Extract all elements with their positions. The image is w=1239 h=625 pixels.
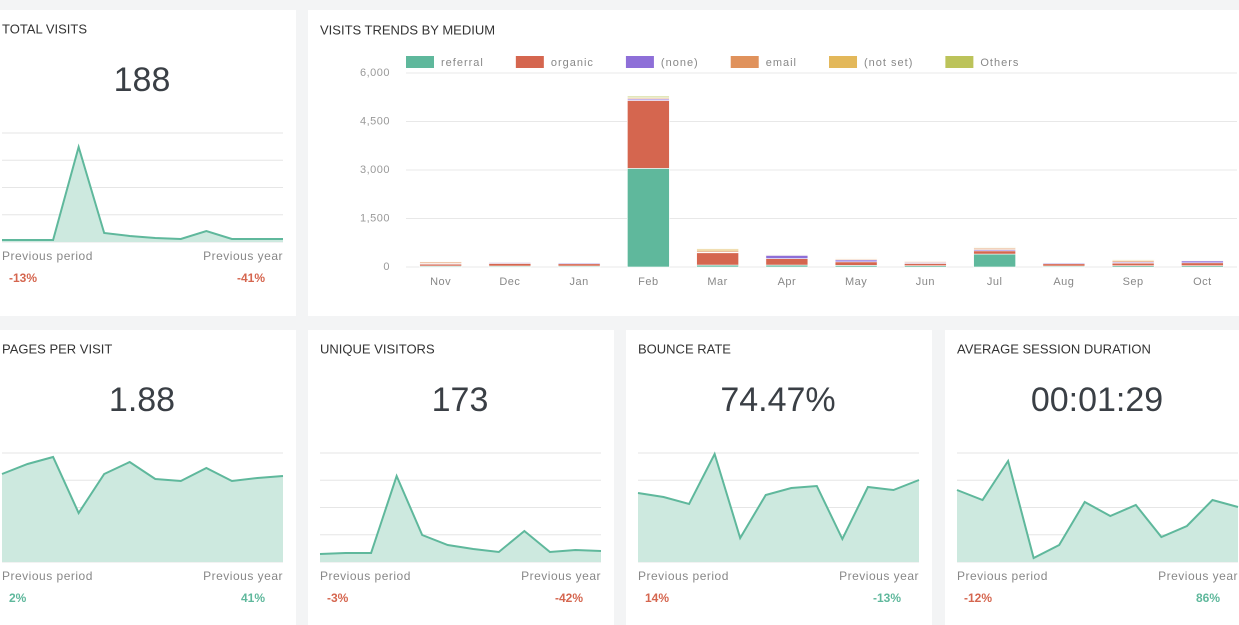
legend-swatch <box>945 56 974 68</box>
x-tick-label: Apr <box>778 276 797 288</box>
legend-label: (none) <box>661 57 699 69</box>
kpi-title: BOUNCE RATE <box>638 341 731 356</box>
x-tick-label: Jun <box>916 276 935 288</box>
sparkline-line <box>637 451 920 542</box>
trend-card <box>308 10 1239 316</box>
previous-year-change: -13% <box>873 591 901 605</box>
sparkline-area <box>2 457 283 562</box>
bar-segment <box>973 250 1016 255</box>
previous-year-change: 86% <box>1196 591 1220 605</box>
legend-swatch <box>730 56 759 68</box>
x-tick-label: Dec <box>499 276 520 288</box>
x-tick-label: Feb <box>638 276 658 288</box>
x-tick-label: Jul <box>987 276 1003 288</box>
y-tick-label: 3,000 <box>360 164 390 176</box>
kpi-card <box>626 330 932 625</box>
bar-segment <box>627 100 670 169</box>
x-tick-label: Sep <box>1123 276 1144 288</box>
bar-segment <box>904 263 947 267</box>
y-tick-label: 4,500 <box>360 115 390 127</box>
bar-segment <box>973 246 1016 248</box>
kpi-card <box>945 330 1239 625</box>
y-tick-label: 0 <box>383 261 390 273</box>
previous-period-label: Previous period <box>957 569 1048 583</box>
bar-segment <box>557 263 601 267</box>
bar-segment <box>627 95 670 98</box>
previous-period-change: 14% <box>645 591 669 605</box>
sparkline-line <box>956 458 1239 560</box>
sparkline-area <box>638 454 919 562</box>
x-tick-label: May <box>845 276 867 288</box>
kpi-card <box>0 10 296 316</box>
sparkline-line <box>2 143 283 241</box>
sparkline-line <box>319 473 602 555</box>
bar-segment <box>1111 262 1155 267</box>
previous-period-label: Previous period <box>2 569 93 583</box>
kpi-value: 00:01:29 <box>1031 381 1163 419</box>
sparkline-line <box>1 455 284 516</box>
x-tick-label: Nov <box>430 276 451 288</box>
bar-segment <box>765 258 809 266</box>
previous-year-change: -41% <box>237 271 265 285</box>
bar-segment <box>765 255 809 259</box>
previous-year-change: 41% <box>241 591 265 605</box>
bar-segment <box>1181 262 1224 267</box>
legend-label: organic <box>551 57 594 69</box>
kpi-value: 1.88 <box>109 381 175 419</box>
legend-swatch <box>406 56 434 68</box>
chart-title: VISITS TRENDS BY MEDIUM <box>320 22 495 37</box>
y-tick-label: 1,500 <box>360 212 390 224</box>
legend-swatch <box>829 56 858 68</box>
kpi-title: TOTAL VISITS <box>2 21 87 36</box>
previous-year-label: Previous year <box>203 249 283 263</box>
legend-label: (not set) <box>864 57 913 69</box>
kpi-title: AVERAGE SESSION DURATION <box>957 341 1151 356</box>
x-tick-label: Mar <box>707 276 727 288</box>
bar-segment <box>973 253 1016 268</box>
x-tick-label: Oct <box>1193 276 1212 288</box>
legend-swatch <box>625 56 654 68</box>
previous-period-change: 2% <box>9 591 27 605</box>
kpi-card <box>308 330 614 625</box>
bar-segment <box>696 252 739 266</box>
previous-year-label: Previous year <box>839 569 919 583</box>
y-tick-label: 6,000 <box>360 67 390 79</box>
previous-year-change: -42% <box>555 591 583 605</box>
previous-year-label: Previous year <box>1158 569 1238 583</box>
kpi-title: PAGES PER VISIT <box>2 341 112 356</box>
previous-period-change: -13% <box>9 271 37 285</box>
bar-segment <box>627 168 670 268</box>
bar-segment <box>488 263 532 267</box>
bar-segment <box>696 248 739 250</box>
kpi-title: UNIQUE VISITORS <box>320 341 435 356</box>
bar-segment <box>1111 258 1155 261</box>
bar-segment <box>834 261 878 266</box>
x-tick-label: Aug <box>1053 276 1074 288</box>
kpi-value: 188 <box>114 61 171 99</box>
legend-swatch <box>515 56 544 68</box>
previous-period-label: Previous period <box>320 569 411 583</box>
previous-year-label: Previous year <box>521 569 601 583</box>
legend-label: email <box>766 57 797 69</box>
previous-period-change: -12% <box>964 591 992 605</box>
x-tick-label: Jan <box>570 276 589 288</box>
kpi-value: 173 <box>432 381 489 419</box>
kpi-value: 74.47% <box>720 381 835 419</box>
bar-segment <box>1042 263 1086 267</box>
previous-period-change: -3% <box>327 591 349 605</box>
legend-label: referral <box>441 57 484 69</box>
previous-year-label: Previous year <box>203 569 283 583</box>
previous-period-label: Previous period <box>638 569 729 583</box>
legend-label: Others <box>980 57 1019 69</box>
previous-period-label: Previous period <box>2 249 93 263</box>
